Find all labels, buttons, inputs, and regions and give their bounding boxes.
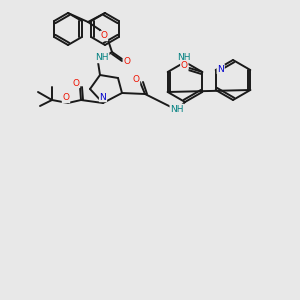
Text: O: O <box>124 56 130 65</box>
Text: NH: NH <box>177 52 191 62</box>
Text: O: O <box>62 94 70 103</box>
Text: NH: NH <box>170 104 184 113</box>
Text: NH: NH <box>95 53 109 62</box>
Text: N: N <box>217 64 224 74</box>
Text: O: O <box>133 76 140 85</box>
Text: O: O <box>100 32 107 40</box>
Text: O: O <box>73 79 80 88</box>
Text: O: O <box>181 61 188 70</box>
Text: N: N <box>100 92 106 101</box>
